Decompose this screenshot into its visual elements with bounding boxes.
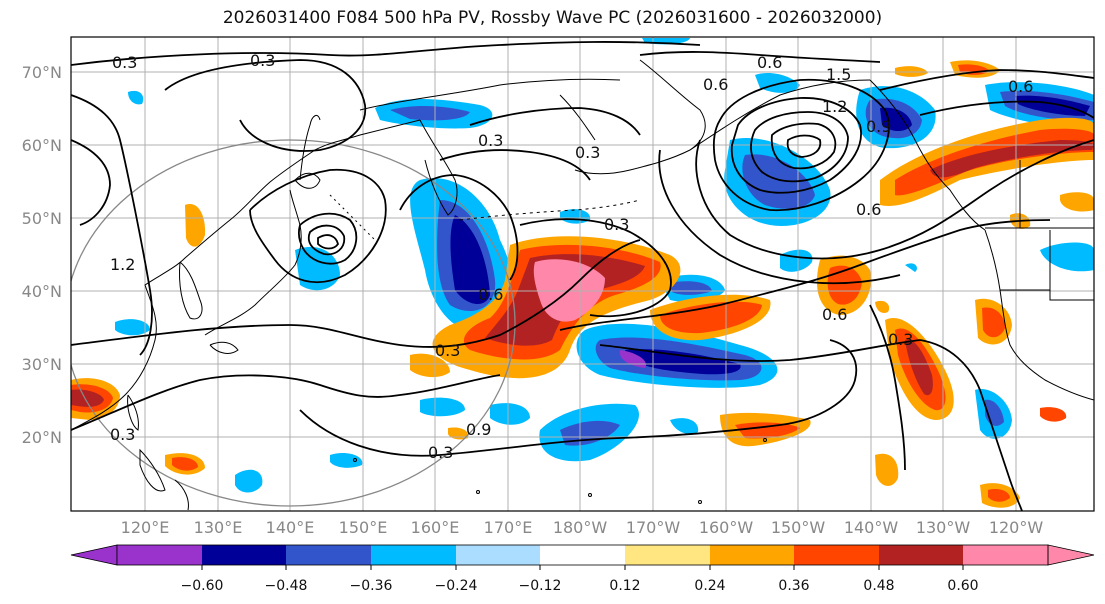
colorbar-segment [202,545,286,565]
lat-tick-label: 30°N [22,355,62,374]
lat-tick-label: 50°N [22,209,62,228]
colorbar-tick-label: −0.60 [181,578,224,594]
lon-tick-label: 170°E [484,518,533,537]
contour-label: 0.3 [250,51,275,70]
lon-tick-label: 140°W [844,518,899,537]
colorbar-tick-label: 0.12 [609,578,640,594]
lon-tick-label: 150°E [339,518,388,537]
colorbar-segment [540,545,625,565]
coastlines [71,59,1094,511]
contour-label: 0.3 [435,341,460,360]
lon-tick-label: 150°W [771,518,826,537]
pv-contours [71,41,1094,511]
colorbar-extend-low [70,544,118,566]
contour-label: 0.6 [1008,77,1033,96]
colorbar-segment [963,545,1048,565]
contour-label: 0.3 [575,143,600,162]
lon-tick-label: 180°W [553,518,608,537]
lat-tick-label: 60°N [22,136,62,155]
map-border [70,36,1095,512]
contour-label: 0.9 [866,117,891,136]
colorbar-segment [879,545,963,565]
lon-tick-label: 160°E [411,518,460,537]
contour-label: 0.3 [888,330,913,349]
colorbar-segment [710,545,794,565]
colorbar-tick-label: 0.24 [694,578,725,594]
contour-labels: 0.3 0.3 0.3 0.3 0.6 1.5 1.2 0.6 0.9 0.6 … [110,51,1033,462]
colorbar-tick-label: −0.12 [519,578,562,594]
colorbar-segment [117,545,202,565]
contour-label: 0.6 [757,53,782,72]
contour-label: 0.3 [478,131,503,150]
colorbar-tick-label: −0.36 [350,578,393,594]
contour-label: 1.2 [110,255,135,274]
chart-title: 2026031400 F084 500 hPa PV, Rossby Wave … [222,8,883,28]
contour-label: 0.3 [604,215,629,234]
lon-tick-label: 120°W [989,518,1044,537]
colorbar-segment [625,545,710,565]
gridlines [71,37,1094,511]
contour-label: 0.6 [478,285,503,304]
colorbar-segment [794,545,879,565]
colorbar-tick-label: −0.24 [435,578,478,594]
colorbar-tick-label: 0.36 [778,578,809,594]
lon-tick-label: 140°E [266,518,315,537]
colorbar-segment [456,545,540,565]
lon-tick-label: 130°E [194,518,243,537]
contour-label: 0.6 [703,75,728,94]
lat-axis: 70°N 60°N 50°N 40°N 30°N 20°N [22,63,62,447]
gray-circle-overlay [71,139,516,507]
contour-label: 0.3 [112,53,137,72]
contour-label: 1.2 [822,97,847,116]
colorbar-tick-label: 0.48 [863,578,894,594]
lon-tick-label: 120°E [121,518,170,537]
lat-tick-label: 40°N [22,282,62,301]
contour-label: 0.3 [428,443,453,462]
colorbar: −0.60 −0.48 −0.36 −0.24 −0.12 0.12 0.24 … [70,544,1095,594]
lat-tick-label: 70°N [22,63,62,82]
colorbar-tick-label: 0.60 [947,578,978,594]
colorbar-extend-high [1047,544,1095,566]
contour-label: 0.3 [110,425,135,444]
colorbar-segment [286,545,371,565]
lon-tick-label: 130°W [916,518,971,537]
colorbar-border [116,544,1049,566]
contour-label: 0.6 [822,305,847,324]
lon-axis: 120°E 130°E 140°E 150°E 160°E 170°E 180°… [121,518,1044,537]
colorbar-tick-label: −0.48 [265,578,308,594]
contour-label: 1.5 [826,65,851,84]
lon-tick-label: 160°W [699,518,754,537]
lat-tick-label: 20°N [22,428,62,447]
colorbar-segment [371,545,456,565]
contour-label: 0.6 [856,200,881,219]
lon-tick-label: 170°W [626,518,681,537]
contour-label: 0.9 [466,420,491,439]
